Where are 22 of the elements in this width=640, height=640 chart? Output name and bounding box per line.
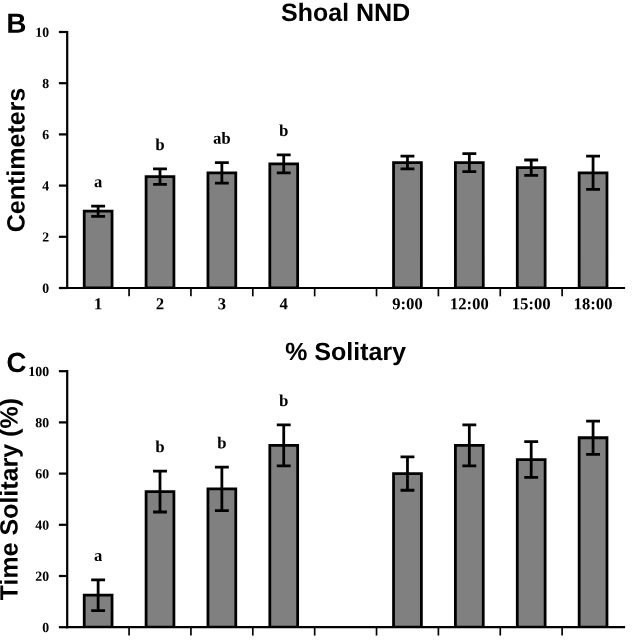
- x-tick-label: 1: [95, 298, 102, 310]
- x-tick-label: 2: [156, 298, 164, 310]
- chart-title: Shoal NND: [281, 2, 410, 22]
- x-tick-label: 18:00: [574, 298, 612, 310]
- x-tick-label: 15:00: [513, 298, 551, 310]
- x-tick-label: 12:00: [451, 298, 489, 310]
- x-tick-label: 4: [279, 298, 288, 310]
- chart-title: % Solitary: [285, 341, 406, 366]
- annotation: b: [217, 436, 226, 449]
- text: C: [7, 352, 26, 373]
- y-axis-title: Time Solitary (%): [0, 399, 23, 601]
- annotation: b: [155, 440, 164, 453]
- text: B: [8, 13, 26, 33]
- annotation: a: [94, 179, 103, 188]
- x-tick-label: 9:00: [392, 298, 423, 310]
- annotation: b: [279, 394, 288, 407]
- annotation: b: [155, 138, 164, 151]
- annotation: b: [279, 124, 288, 137]
- annotation: ab: [213, 132, 230, 144]
- x-tick-label: 3: [218, 298, 226, 310]
- y-axis-title: Centimeters: [6, 88, 25, 232]
- annotation: a: [94, 553, 103, 562]
